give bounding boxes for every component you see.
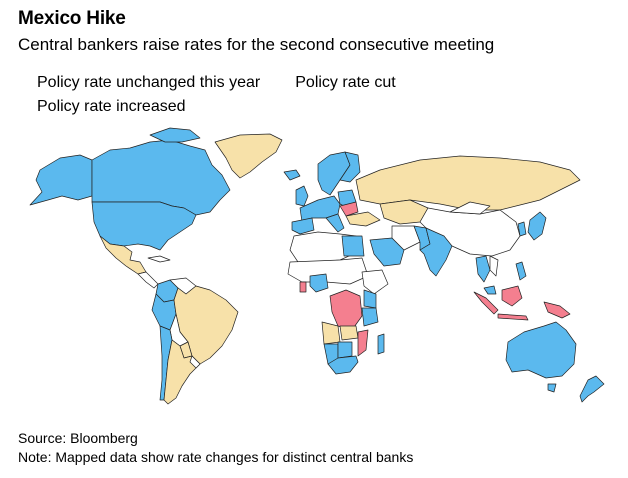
region-mozambique <box>357 329 369 357</box>
region-new-zealand <box>579 375 605 403</box>
region-australia <box>505 321 577 379</box>
region-thailand <box>475 255 491 283</box>
legend-item-increased: Policy rate increased <box>18 98 186 116</box>
legend-label-unchanged: Policy rate unchanged this year <box>37 74 261 91</box>
region-russia <box>355 155 581 211</box>
region-zambia <box>339 325 359 341</box>
region-madagascar <box>377 333 385 355</box>
region-japan <box>527 211 547 241</box>
region-ethiopia <box>361 269 389 295</box>
region-korea <box>517 221 527 237</box>
legend-swatch-cut <box>276 78 287 89</box>
region-drc <box>329 289 363 331</box>
region-indonesia-sumatra <box>473 291 499 315</box>
region-ghana <box>299 281 307 293</box>
region-indonesia-papua <box>543 301 571 319</box>
region-india <box>419 227 453 277</box>
legend-label-increased: Policy rate increased <box>37 98 186 115</box>
region-botswana <box>337 341 353 359</box>
region-turkey <box>345 211 381 227</box>
region-uk <box>295 185 309 207</box>
region-canada-islands <box>149 127 201 143</box>
region-sahel <box>287 257 369 285</box>
region-argentina <box>163 339 201 405</box>
source-note: Source: Bloomberg <box>18 430 138 446</box>
region-mongolia <box>449 201 491 215</box>
region-tanzania <box>361 307 379 327</box>
legend-item-unchanged: Policy rate unchanged this year <box>18 74 260 92</box>
region-angola <box>321 321 341 345</box>
legend-swatch-unchanged <box>18 78 29 89</box>
legend-swatch-increased <box>18 102 29 113</box>
region-iran <box>391 225 421 251</box>
region-indonesia-borneo <box>501 285 523 307</box>
region-greenland <box>214 133 283 179</box>
region-cuba <box>147 255 171 263</box>
legend-item-cut: Policy rate cut <box>276 74 395 92</box>
region-philippines <box>515 261 527 281</box>
region-nigeria <box>309 273 329 293</box>
region-indonesia-java <box>497 313 529 321</box>
region-south-africa <box>327 355 359 375</box>
region-finland <box>339 151 361 183</box>
legend-label-cut: Policy rate cut <box>295 74 396 91</box>
legend-row-1: Policy rate unchanged this year Policy r… <box>18 74 412 92</box>
region-alaska <box>29 154 93 206</box>
chart-subtitle: Central bankers raise rates for the seco… <box>18 35 495 54</box>
region-uruguay <box>189 355 201 369</box>
region-mexico <box>99 235 147 275</box>
legend-row-2: Policy rate increased <box>18 98 202 116</box>
region-central-america <box>137 271 159 289</box>
region-egypt <box>341 235 365 257</box>
region-italy <box>325 213 345 233</box>
region-malaysia <box>483 285 497 295</box>
region-iceland <box>283 169 301 181</box>
region-vietnam <box>489 255 499 277</box>
footnote: Note: Mapped data show rate changes for … <box>18 449 414 465</box>
world-map <box>29 127 605 405</box>
region-iberia <box>291 217 315 235</box>
region-tasmania <box>547 383 557 393</box>
region-romania <box>339 201 359 217</box>
chart-title: Mexico Hike <box>18 8 126 29</box>
